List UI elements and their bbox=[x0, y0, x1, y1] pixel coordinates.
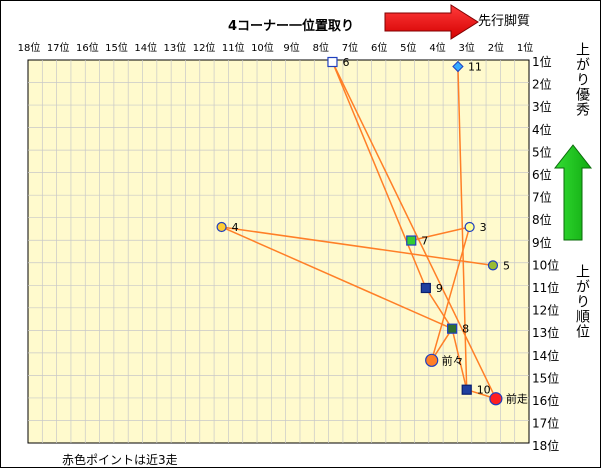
right-label-top: 上がり優秀 bbox=[574, 42, 590, 117]
x-tick-label: 12位 bbox=[193, 41, 216, 54]
data-point-label: 8 bbox=[462, 323, 469, 336]
data-point-label: 9 bbox=[436, 282, 443, 295]
connector-line bbox=[221, 226, 494, 267]
y-tick-label: 4位 bbox=[532, 122, 552, 137]
data-point bbox=[447, 323, 458, 334]
x-tick-label: 4位 bbox=[429, 41, 445, 54]
data-point bbox=[489, 392, 503, 406]
x-tick-label: 7位 bbox=[342, 41, 358, 54]
arrow-right-label: 先行脚質 bbox=[478, 14, 531, 29]
data-point bbox=[327, 56, 338, 68]
y-tick-label: 7位 bbox=[532, 190, 552, 205]
data-point-label: 10 bbox=[477, 384, 491, 397]
x-tick-label: 5位 bbox=[400, 41, 416, 54]
y-tick-label: 16位 bbox=[532, 393, 559, 408]
data-point-label: 4 bbox=[232, 221, 239, 234]
y-tick-label: 10位 bbox=[532, 257, 559, 272]
x-tick-label: 3位 bbox=[459, 41, 475, 54]
connector-line bbox=[331, 61, 497, 400]
x-tick-label: 9位 bbox=[283, 41, 299, 54]
x-tick-label: 1位 bbox=[517, 41, 533, 54]
data-point bbox=[406, 235, 417, 246]
y-tick-label: 13位 bbox=[532, 325, 559, 340]
data-point bbox=[487, 260, 499, 271]
x-tick-label: 16位 bbox=[76, 41, 99, 54]
right-label-bottom: 上がり順位 bbox=[574, 264, 590, 339]
x-tick-label: 14位 bbox=[134, 41, 157, 54]
x-tick-label: 2位 bbox=[488, 41, 504, 54]
x-tick-label: 10位 bbox=[251, 41, 274, 54]
data-point bbox=[464, 221, 475, 233]
connector-line bbox=[221, 226, 453, 330]
y-tick-label: 3位 bbox=[532, 99, 552, 114]
y-tick-label: 9位 bbox=[532, 235, 552, 250]
y-tick-label: 5位 bbox=[532, 144, 552, 159]
data-point-label: 3 bbox=[480, 221, 487, 234]
data-point bbox=[452, 60, 464, 73]
data-point-label: 11 bbox=[468, 61, 482, 74]
data-point-label: 6 bbox=[342, 56, 349, 69]
x-tick-label: 8位 bbox=[313, 41, 329, 54]
chart-title: 4コーナー一位置取り bbox=[228, 19, 355, 34]
plot-area bbox=[27, 59, 530, 444]
connector-line bbox=[331, 61, 427, 289]
x-tick-label: 17位 bbox=[47, 41, 70, 54]
data-point bbox=[461, 384, 472, 395]
connector-line bbox=[430, 226, 471, 361]
x-tick-label: 6位 bbox=[371, 41, 387, 54]
y-tick-label: 15位 bbox=[532, 370, 559, 385]
data-point-label: 前々 bbox=[442, 353, 464, 367]
y-tick-label: 14位 bbox=[532, 348, 559, 363]
y-tick-label: 18位 bbox=[532, 438, 559, 453]
grid-lines bbox=[28, 60, 529, 443]
y-tick-label: 17位 bbox=[532, 416, 559, 431]
y-tick-labels: 1位 2位 3位 4位 5位 6位 7位 8位 9位 10位 11位 12位 13位 14位 15位 16位 1… bbox=[532, 54, 559, 453]
footnote: 赤色ポイントは近3走 bbox=[62, 453, 178, 467]
data-point-label: 7 bbox=[421, 235, 428, 248]
x-tick-labels: 18位 17位 16位 15位 14位 13位 12位 11位 10位 9位 8位 7位 6位 5位 4位 3… bbox=[18, 41, 534, 54]
arrow-right-icon bbox=[384, 4, 479, 40]
x-tick-label: 13位 bbox=[164, 41, 187, 54]
connector-line bbox=[411, 226, 470, 242]
y-tick-label: 2位 bbox=[532, 77, 552, 92]
y-tick-label: 1位 bbox=[532, 54, 552, 69]
y-tick-label: 8位 bbox=[532, 212, 552, 227]
data-point-label: 前走 bbox=[506, 392, 528, 406]
y-tick-label: 6位 bbox=[532, 167, 552, 182]
connector-line bbox=[425, 287, 453, 330]
data-point bbox=[216, 221, 227, 233]
connector-line bbox=[451, 328, 468, 390]
y-tick-label: 11位 bbox=[532, 280, 559, 295]
x-tick-label: 18位 bbox=[18, 41, 41, 54]
data-points: 6 11 4 3 7 5 9 8 前々 10 前走 bbox=[216, 56, 528, 406]
data-point-label: 5 bbox=[503, 259, 510, 272]
y-tick-label: 12位 bbox=[532, 303, 559, 318]
x-tick-label: 15位 bbox=[105, 41, 128, 54]
data-point bbox=[425, 353, 439, 367]
connector-lines bbox=[221, 61, 497, 400]
x-tick-label: 11位 bbox=[222, 41, 245, 54]
data-point bbox=[420, 282, 431, 294]
arrow-up-icon bbox=[553, 144, 593, 241]
